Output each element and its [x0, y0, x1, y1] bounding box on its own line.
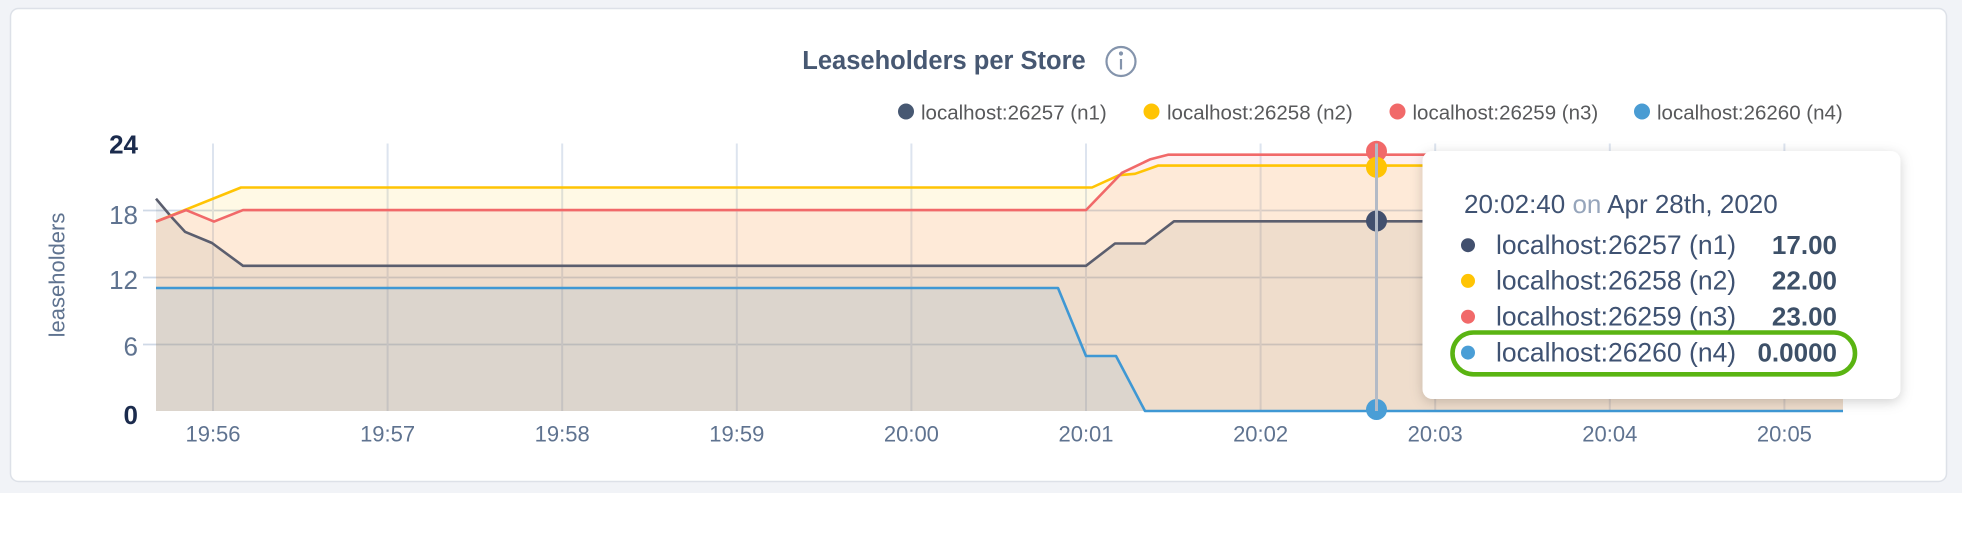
svg-text:Leaseholders per Store: Leaseholders per Store — [802, 47, 1085, 75]
svg-text:22.00: 22.00 — [1772, 266, 1837, 296]
svg-text:20:03: 20:03 — [1408, 422, 1463, 447]
svg-text:0.0000: 0.0000 — [1757, 337, 1837, 367]
svg-text:localhost:26257 (n1): localhost:26257 (n1) — [1496, 230, 1736, 260]
svg-text:localhost:26258 (n2): localhost:26258 (n2) — [1167, 102, 1353, 125]
svg-text:24: 24 — [109, 130, 138, 160]
svg-text:20:02: 20:02 — [1233, 422, 1288, 447]
svg-text:12: 12 — [109, 265, 138, 295]
svg-text:localhost:26257 (n1): localhost:26257 (n1) — [921, 102, 1107, 125]
svg-text:19:57: 19:57 — [360, 422, 415, 447]
svg-text:localhost:26258 (n2): localhost:26258 (n2) — [1496, 266, 1736, 296]
svg-text:23.00: 23.00 — [1772, 302, 1837, 332]
svg-text:20:05: 20:05 — [1757, 422, 1812, 447]
svg-text:20:04: 20:04 — [1582, 422, 1637, 447]
svg-text:18: 18 — [109, 200, 138, 230]
svg-text:17.00: 17.00 — [1772, 230, 1837, 260]
svg-text:leaseholders: leaseholders — [45, 213, 70, 338]
svg-text:6: 6 — [124, 332, 138, 362]
svg-text:20:02:40 on Apr 28th, 2020: 20:02:40 on Apr 28th, 2020 — [1464, 189, 1778, 219]
svg-text:0: 0 — [124, 400, 138, 430]
svg-text:localhost:26259 (n3): localhost:26259 (n3) — [1496, 302, 1736, 332]
svg-text:localhost:26260 (n4): localhost:26260 (n4) — [1496, 337, 1736, 367]
svg-text:20:00: 20:00 — [884, 422, 939, 447]
svg-text:19:58: 19:58 — [535, 422, 590, 447]
svg-text:19:56: 19:56 — [185, 422, 240, 447]
svg-text:20:01: 20:01 — [1058, 422, 1113, 447]
svg-text:localhost:26260 (n4): localhost:26260 (n4) — [1657, 102, 1843, 125]
svg-text:localhost:26259 (n3): localhost:26259 (n3) — [1413, 102, 1599, 125]
svg-text:19:59: 19:59 — [709, 422, 764, 447]
